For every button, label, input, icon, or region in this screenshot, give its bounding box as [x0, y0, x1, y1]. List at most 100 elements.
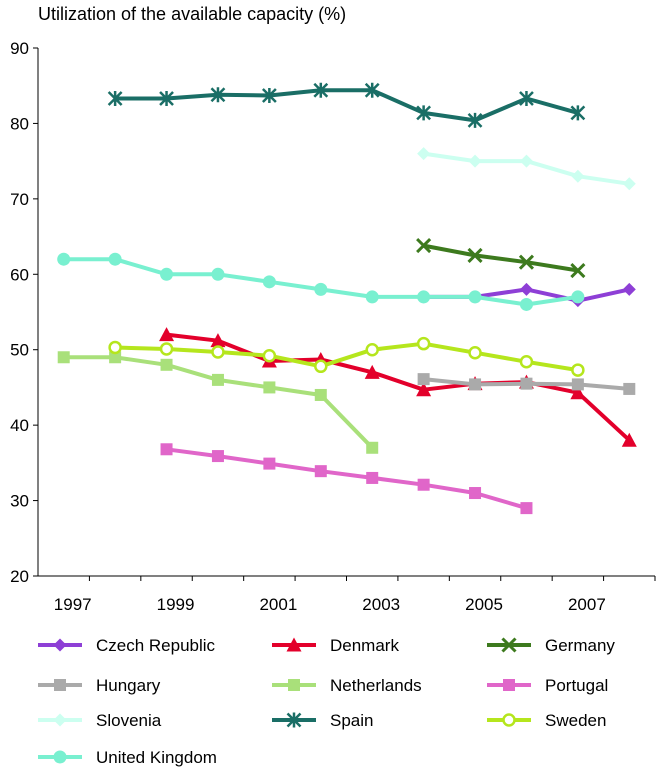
series-portugal: [160, 443, 533, 515]
legend-label: Denmark: [330, 636, 399, 655]
data-point: [502, 713, 516, 727]
data-point: [262, 348, 277, 363]
data-point: [622, 282, 636, 296]
series-line-united-kingdom: [63, 257, 579, 307]
data-point: [364, 364, 380, 379]
series-germany: [416, 238, 586, 279]
data-point: [467, 112, 483, 128]
data-point: [519, 154, 533, 168]
legend-item-denmark: Denmark: [272, 636, 399, 655]
legend-item-spain: Spain: [272, 711, 373, 730]
data-point: [501, 637, 517, 653]
data-point: [417, 478, 430, 491]
legend-label: Sweden: [545, 711, 606, 730]
data-point: [365, 342, 379, 357]
legend-label: Germany: [545, 636, 615, 655]
legend-label: Slovenia: [96, 711, 162, 730]
data-point: [571, 378, 584, 391]
y-tick-label: 40: [10, 416, 29, 435]
data-point: [621, 432, 637, 447]
data-point: [519, 355, 534, 369]
data-point: [417, 147, 431, 161]
data-point: [622, 177, 636, 191]
data-point: [518, 254, 535, 270]
data-point: [503, 679, 515, 691]
legend-label: Netherlands: [330, 676, 422, 695]
x-tick-label: 1999: [157, 595, 195, 614]
data-point: [364, 82, 380, 98]
data-point: [211, 345, 225, 359]
series-line-sweden: [115, 341, 579, 373]
y-tick-label: 60: [10, 265, 29, 284]
series-line-germany: [423, 243, 579, 273]
series-slovenia: [417, 147, 636, 191]
data-point: [468, 345, 482, 360]
data-point: [286, 637, 302, 652]
y-tick-label: 30: [10, 492, 29, 511]
data-point: [416, 105, 432, 121]
data-point: [54, 679, 66, 691]
data-point: [623, 382, 636, 395]
data-point: [107, 91, 123, 107]
data-point: [314, 465, 327, 478]
series-hungary: [417, 373, 636, 395]
data-point: [57, 351, 70, 364]
y-tick-label: 80: [10, 114, 29, 133]
legend-label: Spain: [330, 711, 373, 730]
series-netherlands: [57, 351, 379, 454]
data-point: [416, 336, 431, 351]
data-point: [571, 290, 585, 304]
data-point: [570, 262, 586, 279]
data-point: [159, 327, 175, 342]
data-point: [570, 105, 586, 121]
data-point: [469, 378, 482, 391]
x-tick-label: 2003: [362, 595, 400, 614]
data-point: [571, 169, 585, 183]
y-tick-label: 50: [10, 341, 29, 360]
series-sweden: [108, 336, 585, 377]
chart-title: Utilization of the available capacity (%…: [38, 4, 346, 24]
data-point: [211, 373, 224, 386]
data-point: [261, 88, 277, 104]
series-line-portugal: [166, 447, 528, 511]
data-point: [160, 267, 174, 281]
data-point: [288, 679, 300, 691]
legend-label: Czech Republic: [96, 636, 216, 655]
series-line-netherlands: [63, 355, 374, 450]
data-point: [108, 340, 122, 355]
data-point: [519, 282, 533, 296]
data-point: [262, 275, 276, 289]
data-point: [314, 359, 328, 374]
data-point: [263, 457, 276, 470]
legend-label: United Kingdom: [96, 748, 217, 767]
data-point: [108, 252, 122, 266]
data-point: [263, 381, 276, 394]
data-point: [53, 713, 67, 727]
data-point: [520, 377, 533, 390]
x-tick-label: 1997: [54, 595, 92, 614]
axes: 20 30 40 50 60 70 80 90 1997 1999 2001 2003 2005 2007: [10, 39, 656, 614]
data-point: [417, 290, 431, 304]
data-point: [160, 443, 173, 456]
data-point: [417, 373, 430, 386]
data-point: [57, 252, 71, 266]
data-point: [468, 290, 482, 304]
data-point: [570, 385, 586, 400]
data-point: [211, 267, 225, 281]
data-point: [416, 238, 432, 254]
legend-item-sweden: Sweden: [487, 711, 606, 730]
legend-item-slovenia: Slovenia: [38, 711, 162, 730]
data-point: [519, 297, 533, 311]
data-point: [211, 450, 224, 463]
data-point: [366, 471, 379, 484]
legend-label: Hungary: [96, 676, 161, 695]
data-point: [314, 388, 327, 401]
data-point: [210, 333, 226, 348]
data-point: [160, 358, 173, 371]
data-point: [467, 247, 483, 263]
x-tick-label: 2005: [465, 595, 503, 614]
series-lines: [57, 82, 637, 515]
data-point: [109, 351, 122, 364]
data-point: [159, 91, 174, 107]
